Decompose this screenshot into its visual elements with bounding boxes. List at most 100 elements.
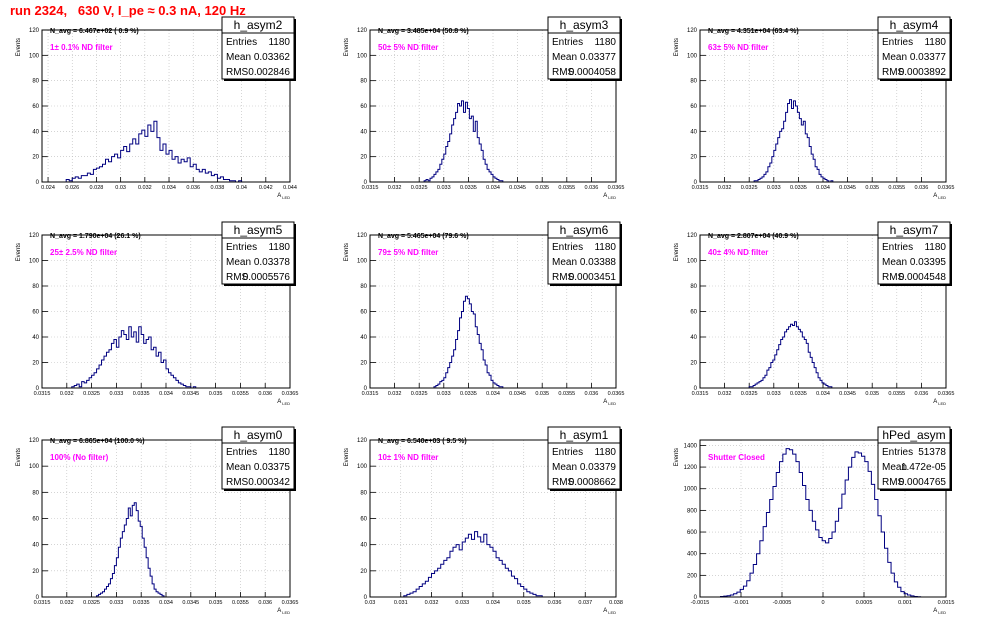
y-tick-label: 60	[690, 310, 697, 316]
y-tick-label: 60	[360, 517, 367, 523]
stats-value-entries: 1180	[924, 242, 946, 253]
y-tick-label: 1200	[684, 465, 698, 471]
x-tick-label: 0.0325	[411, 185, 428, 191]
stats-value-entries: 1180	[268, 447, 290, 458]
x-axis-label: ALED	[277, 399, 290, 406]
y-tick-label: 80	[32, 79, 39, 85]
filter-note: 100% (No filter)	[50, 453, 109, 462]
plot-frame	[369, 439, 617, 598]
x-tick-label: 0.0315	[362, 185, 379, 191]
x-tick-label: 0.04	[236, 185, 247, 191]
x-tick-label: 0.0315	[34, 600, 51, 606]
stats-value-rms: 0.0008662	[569, 477, 617, 488]
x-tick-label: 0.032	[718, 391, 732, 397]
y-tick-label: 120	[687, 28, 698, 34]
stats-key-entries: Entries	[226, 242, 257, 253]
stats-box	[221, 221, 295, 285]
x-tick-label: 0.035	[535, 185, 549, 191]
x-tick-label: 0.0345	[839, 391, 856, 397]
y-tick-label: 120	[357, 28, 368, 34]
n-avg-label: N_avg = 6.467e+02 ( 0.9 %)	[50, 28, 139, 35]
y-tick-label: 1400	[684, 443, 698, 449]
filter-note: 25± 2.5% ND filter	[50, 248, 117, 257]
stats-value-rms: 0.002846	[248, 67, 290, 78]
plot-frame	[369, 234, 617, 389]
stats-value-mean: 0.03377	[910, 52, 947, 63]
stats-key-mean: Mean	[226, 52, 251, 63]
stats-value-mean: 0.03395	[910, 257, 947, 268]
y-tick-label: 20	[32, 569, 39, 575]
stats-key-mean: Mean	[552, 257, 577, 268]
stats-value-mean: 0.03388	[580, 257, 617, 268]
x-tick-label: 0.026	[65, 185, 79, 191]
y-tick-label: 0	[36, 386, 40, 392]
stats-key-entries: Entries	[882, 242, 913, 253]
x-tick-label: 0.034	[816, 391, 830, 397]
x-tick-label: 0.0365	[608, 391, 625, 397]
y-tick-label: 100	[687, 53, 698, 59]
x-tick-label: 0.031	[394, 600, 408, 606]
x-tick-label: 0.0315	[362, 391, 379, 397]
x-tick-label: 0.0365	[608, 185, 625, 191]
y-axis-label: Events	[344, 243, 350, 261]
y-tick-label: 80	[690, 79, 697, 85]
stats-box-title: hPed_asym	[882, 428, 945, 442]
stats-box	[877, 426, 951, 490]
stats-value-entries: 51378	[918, 447, 946, 458]
stats-box	[221, 426, 295, 490]
x-tick-label: 0.03	[365, 600, 376, 606]
y-axis-label: Events	[16, 448, 22, 466]
stats-box-title: h_asym0	[234, 428, 283, 442]
y-tick-label: 20	[32, 361, 39, 367]
x-tick-label: 0.035	[865, 391, 879, 397]
stats-key-rms: RMS	[226, 272, 249, 283]
stats-key-mean: Mean	[226, 257, 251, 268]
histogram-line	[71, 326, 197, 389]
stats-key-entries: Entries	[552, 37, 583, 48]
stats-box	[221, 16, 295, 80]
y-tick-label: 40	[360, 543, 367, 549]
y-tick-label: 40	[32, 335, 39, 341]
stats-key-rms: RMS	[226, 67, 249, 78]
x-tick-label: 0.038	[609, 600, 623, 606]
stats-key-rms: RMS	[552, 67, 575, 78]
x-axis-label: ALED	[603, 193, 616, 200]
stats-value-rms: 0.0004058	[569, 67, 617, 78]
x-tick-label: 0.042	[259, 185, 273, 191]
stats-box-title: h_asym3	[560, 18, 609, 32]
n-avg-label: N_avg = 5.465e+04 (79.6 %)	[378, 233, 469, 240]
x-tick-label: 0.032	[60, 391, 74, 397]
x-tick-label: 0.036	[915, 185, 929, 191]
histogram-line	[433, 295, 504, 388]
x-tick-label: 0.033	[437, 185, 451, 191]
y-axis-label: Events	[674, 448, 680, 466]
x-tick-label: 0.0325	[83, 600, 100, 606]
x-tick-label: 0.0325	[741, 185, 758, 191]
y-tick-label: 80	[360, 490, 367, 496]
x-tick-label: 0.034	[486, 600, 500, 606]
y-tick-label: 0	[694, 595, 698, 601]
stats-key-entries: Entries	[552, 447, 583, 458]
filter-note: 79± 5% ND filter	[378, 248, 438, 257]
x-tick-label: 0.001	[898, 600, 912, 606]
n-avg-label: N_avg = 6.540e+03 ( 9.5 %)	[378, 438, 467, 445]
histogram-pad-h_asym1: 0 20 40 60 80 100 120 0.03 0.031 0.032 0.033 0.034 0…	[344, 426, 623, 615]
stats-box	[877, 16, 951, 80]
stats-value-mean: 0.03379	[580, 462, 617, 473]
y-tick-label: 40	[690, 129, 697, 135]
y-tick-label: 120	[687, 233, 698, 239]
y-tick-label: 100	[357, 259, 368, 265]
y-tick-label: 0	[36, 180, 40, 186]
y-tick-label: 100	[29, 53, 40, 59]
y-tick-label: 40	[32, 543, 39, 549]
stats-key-mean: Mean	[552, 462, 577, 473]
x-tick-label: 0.032	[388, 391, 402, 397]
y-tick-label: 200	[687, 573, 698, 579]
stats-value-entries: 1180	[924, 37, 946, 48]
x-tick-label: 0.034	[816, 185, 830, 191]
stats-key-rms: RMS	[882, 272, 905, 283]
x-tick-label: 0.0335	[790, 185, 807, 191]
y-tick-label: 600	[687, 530, 698, 536]
y-tick-label: 40	[360, 335, 367, 341]
stats-value-rms: 0.0004548	[899, 272, 947, 283]
